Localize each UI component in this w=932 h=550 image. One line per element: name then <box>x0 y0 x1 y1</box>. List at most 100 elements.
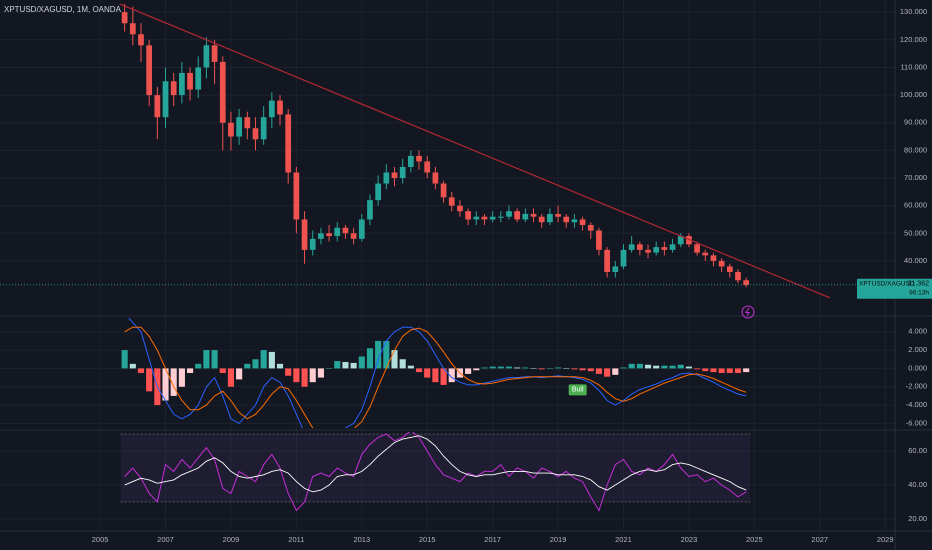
candle-body <box>538 216 545 223</box>
candle-body <box>555 213 561 217</box>
candle-body <box>268 100 275 118</box>
histogram-bar <box>636 363 643 369</box>
candle-body <box>645 249 651 253</box>
trendline <box>119 3 830 299</box>
histogram-bar <box>530 368 537 369</box>
candle-body <box>334 227 341 237</box>
candle-body <box>522 213 529 220</box>
candle-body <box>399 166 406 179</box>
candle-body <box>596 230 602 250</box>
histogram-bar <box>203 350 210 369</box>
candle-body <box>497 216 504 218</box>
histogram-bar <box>219 368 226 373</box>
y-tick-label: -6.000 <box>906 418 927 427</box>
candle-body <box>367 200 373 220</box>
histogram-bar <box>522 367 529 369</box>
y-tick-label: 120.000 <box>900 35 927 44</box>
candle-body <box>661 247 668 250</box>
candle-body <box>375 183 382 201</box>
histogram-bar <box>571 368 578 370</box>
histogram-bar <box>481 367 488 369</box>
histogram-bar <box>685 366 692 369</box>
candle-body <box>170 81 177 96</box>
histogram-bar <box>350 362 357 369</box>
histogram-bar <box>358 356 365 369</box>
histogram-bar <box>317 368 324 378</box>
y-tick-label: 90.000 <box>904 118 927 127</box>
candle-body <box>236 117 242 137</box>
candle-body <box>146 45 153 96</box>
candle-body <box>726 266 733 272</box>
last-price-box <box>857 278 932 299</box>
x-tick-label: 2023 <box>681 535 698 544</box>
candle-body <box>686 236 692 245</box>
candle-body <box>203 45 210 68</box>
candle-body <box>383 172 390 184</box>
histogram-bar <box>407 365 414 369</box>
candle-body <box>121 12 128 24</box>
candle-body <box>743 280 750 285</box>
candle-body <box>694 244 700 253</box>
x-tick-label: 2029 <box>877 535 894 544</box>
candle-body <box>432 172 439 184</box>
histogram-bar <box>227 368 235 387</box>
macd-pane: Bull <box>121 318 750 428</box>
histogram-bar <box>146 368 153 392</box>
histogram-bar <box>448 368 455 383</box>
y-tick-label: 50.000 <box>904 228 927 237</box>
candle-body <box>244 117 251 129</box>
histogram-bar <box>162 368 169 401</box>
histogram-bar <box>268 351 275 369</box>
grid <box>0 0 895 531</box>
y-tick-label: 40.00 <box>908 480 927 489</box>
histogram-bar <box>546 368 553 369</box>
y-tick-label: 80.000 <box>904 145 927 154</box>
histogram-bar <box>440 368 447 385</box>
signal-line <box>124 326 747 428</box>
x-tick-label: 2017 <box>484 535 501 544</box>
candle-body <box>579 219 586 225</box>
y-tick-label: 60.00 <box>908 446 927 455</box>
candle-body <box>408 155 414 167</box>
histogram-bar <box>293 368 300 383</box>
annotation-box <box>568 384 587 396</box>
rsi-pane <box>120 432 751 512</box>
histogram-bar <box>170 368 177 396</box>
histogram-bar <box>628 363 635 369</box>
y-tick-label: 130.000 <box>900 7 927 16</box>
x-tick-label: 2005 <box>92 535 109 544</box>
candle-body <box>211 45 218 62</box>
rsi-line <box>124 432 747 512</box>
candle-body <box>350 233 357 239</box>
candle-body <box>718 260 725 267</box>
candle-body <box>636 244 643 250</box>
candle-body <box>457 205 463 212</box>
histogram-bar <box>137 368 145 373</box>
x-tick-label: 2015 <box>419 535 436 544</box>
histogram-bar <box>620 367 627 369</box>
candle-body <box>301 219 308 250</box>
event-icon[interactable] <box>741 305 755 319</box>
candle-body <box>653 247 660 253</box>
x-tick-label: 2013 <box>353 535 370 544</box>
candle-body <box>506 211 512 217</box>
candle-body <box>219 61 226 123</box>
histogram-bar <box>743 368 750 373</box>
chart-title: XPTUSD/XAGUSD, 1M, OANDA <box>4 5 122 14</box>
histogram-bar <box>497 366 504 369</box>
histogram-bar <box>252 359 259 369</box>
candle-body <box>293 172 300 220</box>
histogram-bar <box>334 361 341 369</box>
candle-body <box>277 100 283 115</box>
candle-body <box>129 23 136 35</box>
y-tick-label: 40.000 <box>904 256 927 265</box>
histogram-bar <box>604 368 611 377</box>
y-tick-label: 60.000 <box>904 201 927 210</box>
candle-body <box>391 172 398 179</box>
candle-body <box>547 213 553 223</box>
candle-body <box>195 67 202 90</box>
histogram-bar <box>326 368 333 369</box>
